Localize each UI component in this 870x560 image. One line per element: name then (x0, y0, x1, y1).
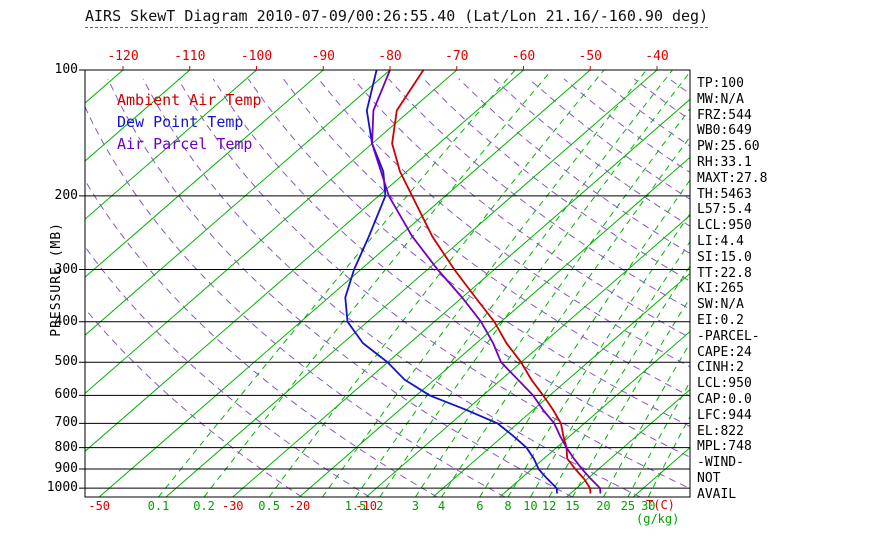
top-axis-tick: -50 (578, 49, 602, 64)
stat-line: WB0:649 (697, 123, 752, 139)
bottom-ratio-tick: 25 (620, 499, 636, 513)
stat-line: MAXT:27.8 (697, 170, 768, 186)
stat-line: CAP:0.0 (697, 392, 752, 407)
stat-line: TH:5463 (697, 186, 752, 202)
stat-line: -WIND- (697, 455, 744, 471)
pressure-tick: 200 (54, 187, 78, 203)
top-axis-tick: -120 (107, 49, 139, 64)
top-axis-tick: -70 (445, 49, 469, 64)
top-axis-tick: -80 (378, 49, 402, 64)
stat-line: LI:4.4 (697, 234, 744, 249)
stat-line: RH:33.1 (697, 155, 752, 170)
pressure-tick: 500 (54, 354, 78, 370)
bottom-ratio-tick: 8 (504, 499, 512, 513)
bottom-temp-tick: -30 (221, 499, 244, 513)
stat-line: EL:822 (697, 423, 744, 439)
bottom-ratio-tick: 6 (476, 499, 484, 513)
temp-axis-caption: T(C) (646, 498, 675, 512)
stat-line: MPL:748 (697, 439, 752, 455)
stat-line: L57:5.4 (697, 202, 752, 218)
pressure-tick: 400 (54, 313, 78, 329)
pressure-tick: 300 (54, 261, 78, 277)
stat-line: LCL:950 (697, 218, 752, 234)
bottom-ratio-tick: 2 (376, 499, 384, 513)
pressure-tick: 900 (54, 461, 78, 476)
stat-line: -PARCEL- (697, 328, 760, 344)
top-axis-tick: -40 (645, 49, 669, 64)
legend-item: Air Parcel Temp (117, 135, 253, 153)
bottom-ratio-tick: 0.1 (147, 499, 170, 513)
stat-line: TP:100 (697, 76, 744, 91)
stat-line: EI:0.2 (697, 313, 744, 328)
bottom-ratio-tick: 12 (541, 499, 557, 513)
mixing-ratio-axis-caption: (g/kg) (636, 512, 680, 526)
stat-line: SW:N/A (697, 297, 744, 313)
stat-line: LFC:944 (697, 407, 752, 423)
bottom-ratio-tick: 3 (411, 499, 420, 513)
legend-item: Ambient Air Temp (117, 91, 262, 109)
stat-line: PW:25.60 (697, 139, 760, 155)
bottom-ratio-tick: 1.5 (344, 499, 367, 513)
pressure-tick: 100 (54, 62, 78, 77)
legend-item: Dew Point Temp (117, 113, 244, 131)
bottom-temp-tick: -50 (88, 499, 111, 513)
chart-title: AIRS SkewT Diagram 2010-07-09/00:26:55.4… (85, 8, 709, 28)
bottom-ratio-tick: 4 (437, 499, 446, 513)
bottom-ratio-tick: 15 (565, 499, 580, 513)
top-axis-tick: -60 (511, 49, 536, 64)
stat-line: SI:15.0 (697, 249, 752, 265)
pressure-tick: 700 (54, 415, 78, 431)
stat-line: NOT (697, 471, 721, 486)
top-axis-tick: -90 (311, 49, 335, 64)
stat-line: AVAIL (697, 486, 737, 502)
bottom-ratio-tick: 10 (523, 499, 538, 513)
stat-line: MW:N/A (697, 91, 744, 107)
stat-line: CAPE:24 (697, 344, 752, 360)
top-axis-tick: -110 (174, 49, 206, 64)
stat-line: CINH:2 (697, 360, 744, 376)
top-axis-tick: -100 (240, 49, 273, 64)
stat-line: KI:265 (697, 281, 744, 297)
pressure-tick: 800 (54, 439, 78, 455)
bottom-temp-tick: -10 (355, 499, 378, 513)
bottom-ratio-tick: 0.2 (193, 499, 215, 513)
bottom-ratio-tick: 0.5 (258, 499, 280, 513)
bottom-temp-tick: -20 (288, 499, 311, 513)
bottom-ratio-tick: 20 (596, 499, 611, 513)
pressure-tick: 1000 (46, 480, 78, 496)
stat-line: FRZ:544 (697, 107, 752, 123)
bottom-ratio-tick: 30 (641, 499, 656, 513)
pressure-tick: 600 (54, 387, 78, 403)
stat-line: TT:22.8 (697, 265, 752, 281)
stat-line: LCL:950 (697, 376, 752, 392)
